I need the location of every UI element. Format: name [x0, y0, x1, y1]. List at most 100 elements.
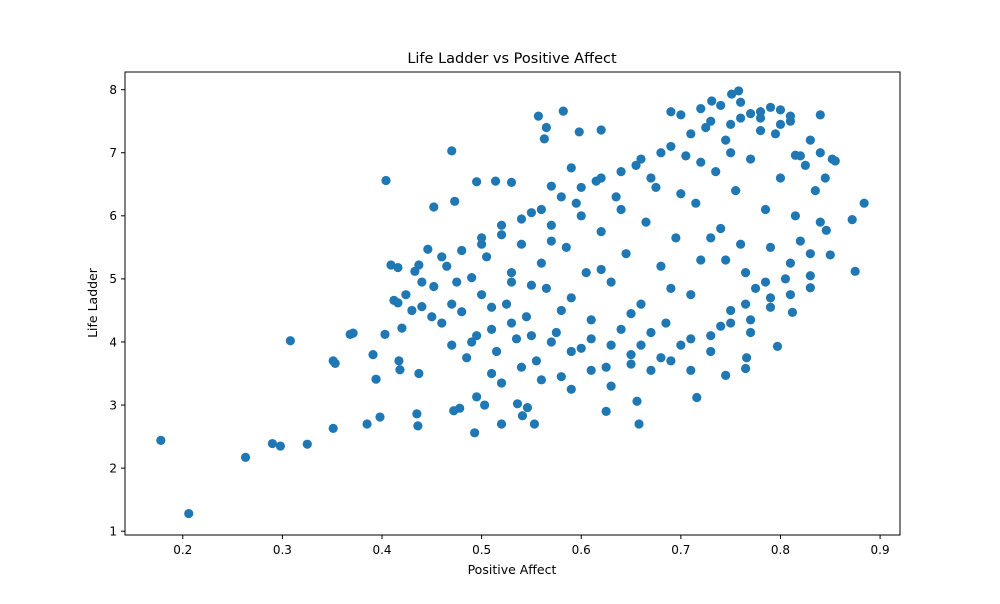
data-point — [586, 365, 596, 375]
data-point — [452, 277, 462, 287]
data-point — [437, 318, 447, 328]
data-point — [601, 362, 611, 372]
data-point — [671, 233, 681, 243]
data-point — [574, 127, 584, 137]
data-point — [429, 281, 439, 292]
data-point — [636, 154, 646, 164]
data-point — [457, 307, 467, 317]
data-point — [736, 113, 746, 123]
data-point — [666, 107, 676, 117]
data-point — [785, 290, 796, 300]
data-point — [692, 392, 702, 403]
x-tick-label: 0.5 — [472, 543, 491, 557]
data-point — [240, 452, 251, 463]
data-point — [606, 381, 616, 391]
plot-frame — [124, 71, 901, 536]
data-point — [770, 129, 781, 139]
data-point — [512, 399, 523, 409]
data-point — [601, 406, 611, 416]
data-point — [486, 324, 497, 334]
data-point — [706, 331, 716, 341]
data-point — [381, 175, 391, 186]
data-point — [721, 255, 731, 265]
data-point — [496, 220, 507, 230]
data-point — [516, 239, 527, 249]
data-point — [596, 264, 606, 275]
data-point — [496, 378, 507, 388]
data-point — [457, 245, 467, 256]
y-tick-label: 5 — [109, 272, 117, 286]
data-point — [632, 396, 642, 406]
data-point — [859, 198, 869, 208]
data-point — [496, 230, 507, 240]
data-point — [741, 363, 751, 374]
data-point — [541, 122, 551, 133]
data-point — [397, 323, 407, 333]
data-point — [437, 252, 447, 262]
data-point — [566, 163, 576, 173]
data-point — [616, 167, 626, 177]
data-point — [526, 331, 537, 341]
data-point — [462, 353, 472, 363]
data-point — [275, 441, 285, 451]
data-point — [413, 421, 423, 431]
data-point — [727, 89, 737, 99]
data-point — [522, 402, 533, 413]
data-point — [490, 176, 501, 186]
points-layer — [156, 86, 869, 519]
data-point — [745, 315, 756, 325]
data-point — [442, 261, 452, 271]
data-point — [285, 336, 295, 346]
data-point — [666, 356, 676, 366]
data-point — [546, 236, 556, 246]
data-point — [566, 346, 576, 357]
data-point — [486, 368, 497, 379]
data-point — [506, 177, 517, 187]
data-point — [536, 375, 546, 385]
data-point — [775, 173, 786, 183]
data-point — [741, 267, 751, 278]
data-point — [566, 384, 576, 394]
data-point — [696, 255, 706, 265]
x-tick-label: 0.3 — [273, 543, 292, 557]
data-point — [686, 129, 696, 139]
data-point — [477, 290, 487, 300]
data-point — [393, 262, 403, 273]
data-point — [328, 423, 338, 433]
data-point — [765, 242, 776, 252]
data-point — [427, 312, 437, 322]
data-point — [686, 334, 696, 344]
data-point — [546, 220, 556, 230]
data-point — [546, 181, 556, 191]
data-point — [506, 318, 517, 328]
x-tick-label: 0.9 — [871, 543, 890, 557]
x-tick-label: 0.7 — [671, 543, 690, 557]
data-point — [755, 113, 766, 123]
data-point — [611, 192, 621, 202]
data-point — [267, 438, 278, 449]
data-point — [526, 208, 537, 218]
data-point — [681, 151, 691, 161]
data-point — [386, 260, 396, 270]
data-point — [736, 97, 746, 107]
data-point — [556, 305, 566, 316]
data-point — [656, 261, 666, 271]
data-point — [726, 318, 736, 328]
data-point — [787, 307, 798, 317]
data-point — [616, 204, 626, 215]
data-point — [731, 185, 741, 196]
data-point — [417, 277, 427, 287]
data-point — [646, 365, 656, 375]
data-point — [755, 126, 766, 136]
data-point — [541, 283, 551, 293]
data-point — [517, 411, 528, 421]
data-point — [741, 353, 752, 363]
data-point — [734, 86, 744, 96]
data-point — [521, 312, 532, 322]
data-point — [362, 419, 372, 429]
data-point — [156, 435, 166, 445]
data-point — [745, 109, 756, 119]
data-point — [626, 308, 636, 319]
data-point — [726, 119, 736, 129]
data-point — [636, 340, 646, 350]
